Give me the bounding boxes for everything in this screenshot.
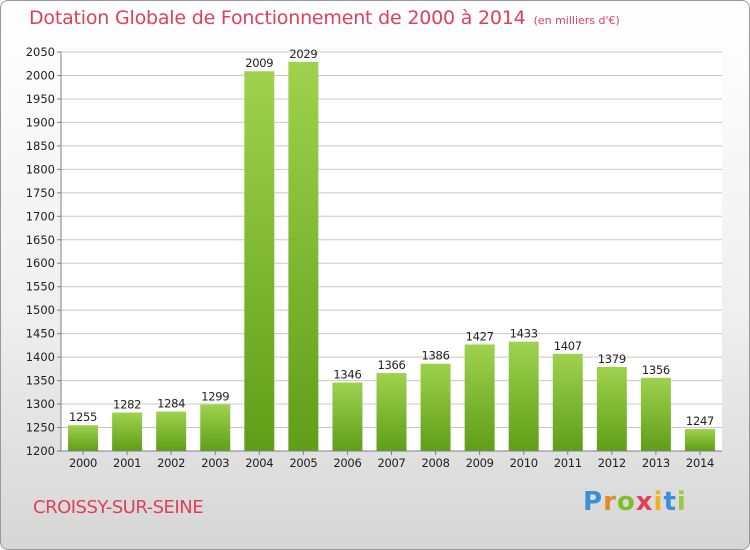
bar [684, 428, 715, 451]
bar-value-label: 1346 [333, 367, 361, 381]
bar-value-label: 1282 [113, 398, 141, 412]
bar [508, 341, 539, 451]
bar [112, 412, 143, 451]
x-tick-label: 2011 [554, 456, 582, 470]
x-tick-label: 2002 [157, 456, 185, 470]
x-tick-label: 2000 [69, 456, 97, 470]
y-tick-label: 1700 [26, 209, 55, 223]
bar-value-label: 1379 [598, 352, 626, 366]
y-tick-label: 1600 [26, 256, 55, 270]
x-tick-label: 2014 [686, 456, 714, 470]
y-tick-label: 1450 [26, 327, 55, 341]
x-tick-label: 2007 [377, 456, 405, 470]
x-tick-label: 2001 [113, 456, 141, 470]
y-tick-label: 1950 [26, 92, 55, 106]
y-tick-label: 2050 [26, 45, 55, 59]
bar [200, 404, 231, 451]
y-tick-label: 2000 [26, 68, 55, 82]
bar [464, 344, 495, 451]
y-tick-label: 1400 [26, 350, 55, 364]
bar [332, 382, 363, 451]
bar [288, 61, 319, 452]
y-tick-label: 1300 [26, 397, 55, 411]
bar [68, 425, 99, 451]
bar-value-label: 1255 [69, 410, 97, 424]
bar-value-label: 1356 [642, 363, 670, 377]
x-tick-label: 2012 [598, 456, 626, 470]
bar [376, 373, 407, 451]
x-tick-label: 2010 [510, 456, 538, 470]
y-tick-label: 1550 [26, 280, 55, 294]
bar [420, 363, 451, 451]
y-tick-label: 1250 [26, 421, 55, 435]
y-tick-label: 1750 [26, 186, 55, 200]
bar-value-label: 1407 [554, 339, 582, 353]
x-tick-label: 2008 [422, 456, 450, 470]
x-tick-label: 2003 [201, 456, 229, 470]
x-tick-label: 2006 [333, 456, 361, 470]
chart-title-main: Dotation Globale de Fonctionnement de 20… [29, 7, 526, 29]
bar-value-label: 1386 [422, 349, 450, 363]
y-tick-label: 1350 [26, 374, 55, 388]
y-tick-label: 1900 [26, 115, 55, 129]
bar-value-label: 1427 [466, 329, 494, 343]
bar [244, 71, 275, 451]
bar [596, 366, 627, 451]
x-tick-label: 2013 [642, 456, 670, 470]
chart-title: Dotation Globale de Fonctionnement de 20… [29, 7, 620, 29]
bar-value-label: 1433 [510, 327, 538, 341]
bar [640, 377, 671, 451]
y-tick-label: 1650 [26, 233, 55, 247]
bar-value-label: 1247 [686, 414, 714, 428]
bar-value-label: 2029 [289, 47, 317, 61]
bar [156, 411, 187, 451]
x-tick-label: 2005 [289, 456, 317, 470]
commune-name: CROISSY-SUR-SEINE [33, 497, 204, 518]
x-tick-label: 2004 [245, 456, 273, 470]
bar-value-label: 1366 [377, 358, 405, 372]
proxiti-logo: Proxiti [583, 487, 687, 517]
bar-value-label: 1299 [201, 390, 229, 404]
y-tick-label: 1200 [26, 444, 55, 458]
bar-value-label: 2009 [245, 56, 273, 70]
x-tick-label: 2009 [466, 456, 494, 470]
y-tick-label: 1850 [26, 139, 55, 153]
chart-title-unit: (en milliers d'€) [533, 14, 620, 27]
bar [552, 353, 583, 451]
y-tick-label: 1800 [26, 162, 55, 176]
bar-value-label: 1284 [157, 397, 185, 411]
y-tick-label: 1500 [26, 303, 55, 317]
